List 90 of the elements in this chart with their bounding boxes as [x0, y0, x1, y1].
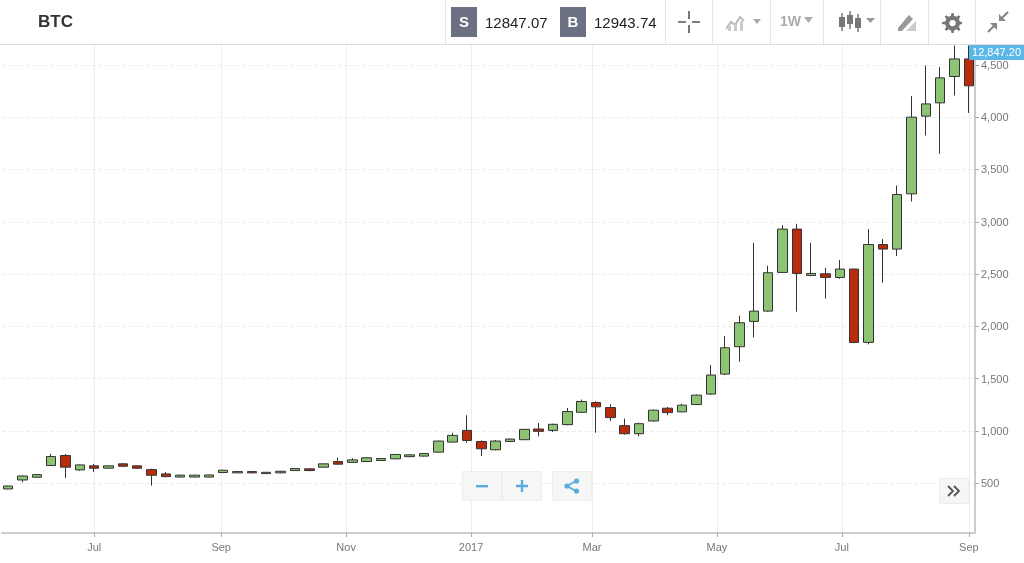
candlestick — [60, 453, 71, 479]
x-tick-label: May — [706, 540, 728, 553]
candlestick — [691, 393, 702, 406]
candlestick — [132, 465, 142, 470]
x-tick-label: Jul — [87, 540, 102, 553]
candlestick — [175, 474, 185, 478]
candlestick — [806, 242, 816, 277]
candlestick — [347, 457, 358, 464]
candlestick — [447, 432, 458, 444]
y-tick-label: 1,000 — [981, 425, 1009, 438]
candlestick — [17, 474, 28, 483]
x-tick-label: Sep — [211, 540, 231, 553]
y-tick-label: 4,000 — [981, 111, 1009, 124]
candlestick — [304, 467, 315, 472]
candlestick — [763, 265, 773, 313]
candlestick — [476, 439, 487, 457]
y-tick-label: 4,500 — [981, 58, 1009, 71]
y-tick-label: 3,000 — [981, 215, 1009, 228]
candlestick — [820, 267, 831, 299]
candlestick — [662, 406, 673, 416]
annotation: 12,847.20 — [969, 45, 1024, 60]
candlestick — [749, 242, 759, 338]
candlestick — [720, 335, 730, 376]
candlestick — [519, 428, 530, 441]
candlestick — [648, 409, 659, 423]
candlestick — [218, 469, 228, 474]
candlestick — [318, 462, 329, 469]
x-tick-label: Nov — [336, 540, 357, 553]
candlestick — [591, 400, 601, 434]
candlestick — [949, 45, 960, 97]
candlestick — [548, 423, 558, 433]
candlestick — [247, 470, 257, 474]
candlestick — [935, 66, 945, 155]
candlestick — [3, 485, 13, 490]
candlestick — [161, 471, 171, 478]
candlestick — [376, 457, 386, 462]
candlestick — [892, 184, 902, 257]
y-tick-label: 500 — [981, 477, 1000, 490]
candlestick — [261, 471, 271, 475]
candlestick — [390, 453, 401, 460]
text: 12847.07 — [485, 14, 548, 31]
candlestick — [232, 470, 243, 474]
candlestick — [118, 462, 128, 468]
y-tick-label: 2,500 — [981, 268, 1009, 281]
candlestick — [921, 65, 931, 136]
candlestick — [419, 452, 429, 458]
x-tick-label: 2017 — [458, 540, 484, 553]
x-tick-label: Jul — [834, 540, 849, 553]
y-tick-label: 3,500 — [981, 163, 1009, 176]
candlestick — [863, 228, 874, 345]
chart-title: BTC — [38, 12, 73, 32]
candlestick — [605, 403, 616, 422]
candlestick — [562, 407, 573, 426]
candlestick — [505, 438, 515, 443]
candlestick — [490, 439, 501, 451]
candlestick — [361, 456, 372, 463]
candlestick — [32, 473, 42, 479]
candlestick — [204, 474, 214, 478]
text: 12943.74 — [594, 14, 657, 31]
candlestick — [576, 399, 587, 414]
candlestick — [734, 315, 745, 363]
text: 1W — [780, 13, 801, 29]
candlestick — [462, 414, 472, 444]
candlestick — [103, 464, 114, 470]
candlestick — [677, 403, 687, 413]
y-tick-label: 2,000 — [981, 320, 1009, 333]
candlestick — [189, 474, 200, 478]
candlestick — [906, 95, 917, 202]
text: B — [560, 7, 586, 37]
candlestick — [706, 364, 716, 396]
candlestick — [404, 453, 415, 458]
candlestick — [835, 259, 845, 280]
candlestick — [777, 224, 788, 274]
candlestick — [146, 468, 157, 487]
candlestick — [333, 457, 343, 465]
candlestick — [849, 268, 859, 344]
candlestick — [634, 422, 644, 437]
y-tick-label: 1,500 — [981, 372, 1009, 385]
candlestick — [619, 418, 630, 436]
candlestick — [792, 223, 802, 313]
candlestick — [533, 422, 544, 437]
candlestick — [433, 440, 444, 454]
text: S — [451, 7, 477, 37]
candlestick — [75, 463, 85, 472]
candlestick — [290, 467, 300, 472]
candlestick — [89, 463, 99, 473]
x-tick-label: Sep — [959, 540, 979, 553]
x-tick-label: Mar — [582, 540, 602, 553]
candlestick — [46, 453, 56, 467]
candlestick — [878, 238, 888, 284]
